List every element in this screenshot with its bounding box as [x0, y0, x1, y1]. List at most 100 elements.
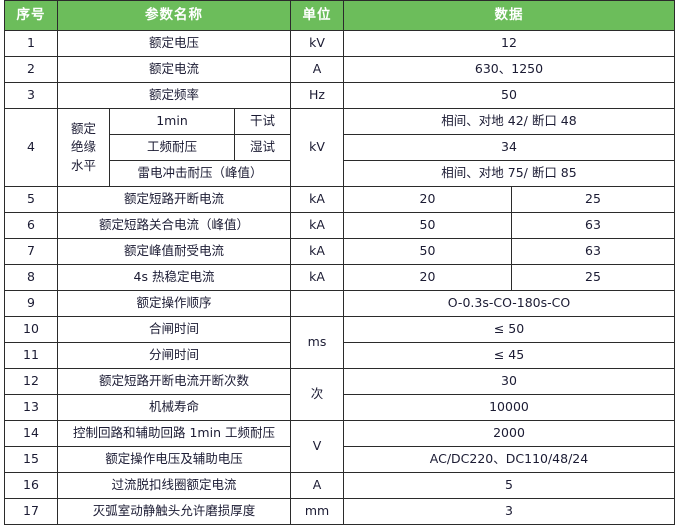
row-data-a: 20: [343, 264, 512, 291]
row-data-b: 63: [511, 212, 675, 239]
table-row: 15 额定操作电压及辅助电压 AC/DC220、DC110/48/24: [4, 446, 675, 473]
row-no: 7: [4, 238, 58, 265]
table-row: 10 合闸时间 ms ≤ 50: [4, 316, 675, 369]
table-row: 3 额定频率 Hz 50: [4, 82, 675, 109]
row-data: 相间、对地 42/ 断口 48: [343, 108, 675, 135]
row-no: 10: [4, 316, 58, 343]
row-no: 4: [4, 108, 58, 187]
row-parameter-name: 合闸时间: [57, 316, 291, 343]
row-unit: kA: [290, 238, 344, 265]
row-unit: kA: [290, 264, 344, 291]
row-data-b: 25: [511, 264, 675, 291]
row-unit: kV: [290, 108, 344, 187]
row-parameter-name: 过流脱扣线圈额定电流: [57, 472, 291, 499]
row-parameter-name: 额定电流: [57, 56, 291, 83]
header-unit: 单位: [290, 0, 344, 31]
row-data: 3: [343, 498, 675, 525]
row-data-a: 20: [343, 186, 512, 213]
table-header-row: 序号 参数名称 单位 数据: [4, 0, 675, 31]
row-data: AC/DC220、DC110/48/24: [343, 446, 675, 473]
row-data-b: 63: [511, 238, 675, 265]
table-row: 9 额定操作顺序 O-0.3s-CO-180s-CO: [4, 290, 675, 317]
row-unit: Hz: [290, 82, 344, 109]
table-row: 14 控制回路和辅助回路 1min 工频耐压 V 2000: [4, 420, 675, 473]
row-no: 9: [4, 290, 58, 317]
row-parameter-name: 灭弧室动静触头允许磨损厚度: [57, 498, 291, 525]
row-data-a: 50: [343, 238, 512, 265]
row-unit: A: [290, 56, 344, 83]
row-parameter-name: 额定短路开断电流开断次数: [57, 368, 291, 395]
row-parameter-name: 额定峰值耐受电流: [57, 238, 291, 265]
row-no: 1: [4, 30, 58, 57]
row-no: 15: [4, 446, 58, 473]
row-unit: A: [290, 472, 344, 499]
row-data: 5: [343, 472, 675, 499]
table-row: 8 4s 热稳定电流 kA 20 25: [4, 264, 675, 291]
table-row: 5 额定短路开断电流 kA 20 25: [4, 186, 675, 213]
row-parameter-name: 机械寿命: [57, 394, 291, 421]
row-data: O-0.3s-CO-180s-CO: [343, 290, 675, 317]
table-row-insulation-3: 雷电冲击耐压（峰值） 相间、对地 75/ 断口 85: [5, 160, 675, 187]
header-data: 数据: [343, 0, 675, 31]
row-unit-merged: V: [290, 420, 344, 473]
row-data: ≤ 50: [343, 316, 675, 343]
row-data: 12: [343, 30, 675, 57]
row-unit: mm: [290, 498, 344, 525]
row-data: 30: [343, 368, 675, 395]
row-no: 13: [4, 394, 58, 421]
row-unit: kA: [290, 186, 344, 213]
table-row: 2 额定电流 A 630、1250: [4, 56, 675, 83]
row-parameter-name: 额定短路开断电流: [57, 186, 291, 213]
row-data: 2000: [343, 420, 675, 447]
row-data: 630、1250: [343, 56, 675, 83]
row-data-a: 50: [343, 212, 512, 239]
table-row: 17 灭弧室动静触头允许磨损厚度 mm 3: [4, 498, 675, 525]
row-parameter-name: 控制回路和辅助回路 1min 工频耐压: [57, 420, 291, 447]
table-row: 7 额定峰值耐受电流 kA 50 63: [4, 238, 675, 265]
table-row: 16 过流脱扣线圈额定电流 A 5: [4, 472, 675, 499]
insulation-group-label-text: 额定绝缘水平: [71, 121, 97, 173]
row-unit: kV: [290, 30, 344, 57]
row-no: 6: [4, 212, 58, 239]
header-no: 序号: [4, 0, 58, 31]
row-no: 17: [4, 498, 58, 525]
insulation-subrow-name: 1min: [109, 108, 235, 135]
header-parameter-name: 参数名称: [57, 0, 291, 31]
table-row-insulation-1: 4 额定绝缘水平 1min 干试 kV 相间、对地 42/ 断口 48: [4, 108, 675, 187]
row-parameter-name: 额定短路关合电流（峰值）: [57, 212, 291, 239]
row-parameter-name: 额定操作电压及辅助电压: [57, 446, 291, 473]
row-no: 2: [4, 56, 58, 83]
row-data: 50: [343, 82, 675, 109]
row-data: 34: [343, 134, 675, 161]
row-data-b: 25: [511, 186, 675, 213]
insulation-subrow-name: 工频耐压: [109, 134, 235, 161]
row-data: 10000: [343, 394, 675, 421]
row-parameter-name: 额定操作顺序: [57, 290, 291, 317]
row-data: ≤ 45: [343, 342, 675, 369]
row-parameter-name: 额定电压: [57, 30, 291, 57]
technical-parameter-table: 序号 参数名称 单位 数据 1 额定电压 kV 12 2 额定电流 A 630、…: [4, 0, 675, 525]
row-parameter-name: 4s 热稳定电流: [57, 264, 291, 291]
row-unit: [290, 290, 344, 317]
insulation-subrow-test: 干试: [234, 108, 291, 135]
row-parameter-name: 额定频率: [57, 82, 291, 109]
table-row: 11 分闸时间 ≤ 45: [4, 342, 675, 369]
insulation-group-label: 额定绝缘水平: [57, 108, 110, 187]
row-no: 14: [4, 420, 58, 447]
table-row: 1 额定电压 kV 12: [4, 30, 675, 57]
row-no: 8: [4, 264, 58, 291]
table-row: 6 额定短路关合电流（峰值） kA 50 63: [4, 212, 675, 239]
insulation-subrow-test: 湿试: [234, 134, 291, 161]
row-no: 12: [4, 368, 58, 395]
row-data: 相间、对地 75/ 断口 85: [343, 160, 675, 187]
row-no: 11: [4, 342, 58, 369]
row-unit-merged: ms: [290, 316, 344, 369]
table-row: 12 额定短路开断电流开断次数 次 30: [4, 368, 675, 421]
row-parameter-name: 分闸时间: [57, 342, 291, 369]
row-unit: kA: [290, 212, 344, 239]
row-no: 3: [4, 82, 58, 109]
row-no: 5: [4, 186, 58, 213]
insulation-subrow-name: 雷电冲击耐压（峰值）: [109, 160, 291, 187]
row-unit-merged: 次: [290, 368, 344, 421]
row-no: 16: [4, 472, 58, 499]
